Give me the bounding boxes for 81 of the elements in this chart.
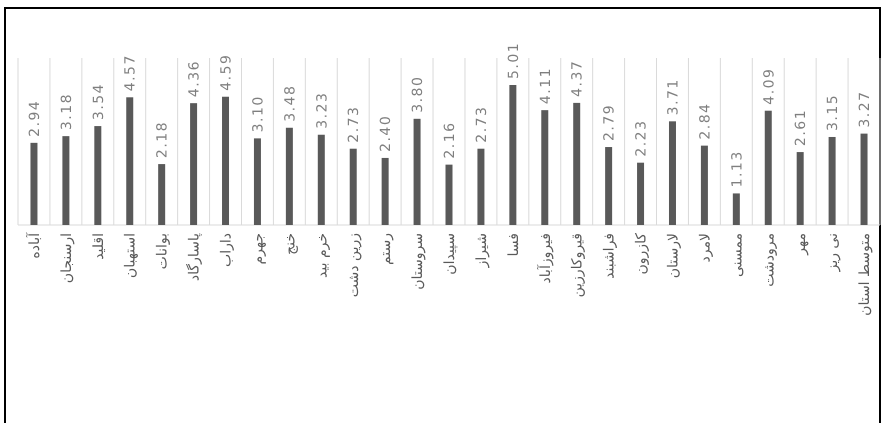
x-tick-label: سپیدان	[442, 233, 458, 275]
x-tick-label: فراشبند	[602, 233, 618, 279]
bar	[668, 121, 676, 225]
data-label: 2.16	[442, 121, 458, 159]
bar	[318, 134, 325, 225]
x-tick-label: لامرد	[697, 233, 714, 262]
x-tick-label: مهر	[793, 233, 810, 256]
data-label: 2.79	[602, 104, 618, 142]
bar	[94, 126, 102, 225]
x-tick-label: فیروزآباد	[536, 233, 554, 284]
data-label: 3.15	[825, 94, 842, 131]
x-tick-label: سروستان	[410, 233, 426, 290]
bar	[190, 103, 198, 225]
data-label: 3.18	[58, 92, 75, 130]
x-tick-label: آباده	[24, 232, 43, 259]
x-tick-label: بوانات	[154, 233, 171, 270]
bar	[62, 136, 70, 225]
bar	[350, 148, 357, 225]
bar	[222, 96, 230, 225]
data-label: 2.23	[634, 120, 650, 157]
data-label: 3.27	[857, 90, 874, 128]
data-label: 1.13	[729, 150, 746, 188]
bar	[573, 102, 580, 225]
data-label: 2.18	[154, 120, 171, 158]
x-tick-label: پاسارگاد	[186, 232, 203, 282]
x-tick-label: خنج	[282, 233, 298, 255]
data-label: 3.80	[410, 76, 426, 113]
data-label: 3.54	[90, 82, 107, 120]
x-tick-label: شیراز	[474, 233, 490, 268]
x-tick-label: اقلید	[90, 233, 107, 260]
data-label: 4.09	[761, 68, 778, 105]
data-label: 4.57	[122, 54, 139, 92]
bar	[700, 146, 708, 225]
x-tick-label: لارستان	[665, 233, 682, 278]
data-label: 4.11	[538, 66, 554, 104]
x-tick-label: ارسنجان	[58, 233, 75, 284]
bar	[860, 134, 868, 225]
bar	[764, 110, 772, 225]
bar	[446, 164, 452, 225]
data-label: 2.94	[26, 100, 43, 137]
x-tick-label: متوسط استان	[857, 233, 874, 316]
data-label: 2.73	[474, 106, 490, 143]
x-tick-label: فسا	[506, 233, 522, 256]
bar	[382, 158, 389, 225]
bar	[541, 110, 548, 225]
bar	[509, 85, 516, 225]
x-tick-label: رستم	[378, 233, 394, 266]
data-label: 4.37	[570, 60, 586, 97]
x-tick-label: کازرون	[634, 232, 650, 274]
data-label: 3.10	[250, 95, 266, 132]
bar	[126, 97, 134, 225]
bar	[637, 162, 644, 225]
data-label: 3.71	[665, 78, 682, 116]
bar	[254, 138, 261, 225]
data-label: 3.48	[282, 84, 298, 122]
data-label: 4.36	[186, 60, 203, 98]
data-label: 4.59	[218, 54, 235, 91]
x-tick-label: نی ریز	[825, 233, 842, 272]
data-label: 2.61	[793, 108, 810, 146]
data-label: 5.01	[506, 42, 522, 79]
bar	[477, 148, 484, 225]
bar	[414, 118, 421, 225]
bar	[158, 164, 166, 225]
bar	[286, 128, 293, 225]
x-tick-label: استهبان	[122, 233, 139, 278]
x-tick-label: داراب	[218, 233, 235, 267]
x-tick-label: قیروکارزین	[570, 233, 586, 298]
bar	[30, 142, 38, 225]
bar	[828, 136, 836, 225]
bar	[732, 193, 740, 225]
data-label: 2.84	[697, 102, 714, 140]
x-tick-label: جهرم	[250, 233, 266, 264]
data-label: 2.40	[378, 114, 394, 152]
x-tick-label: مرودشت	[761, 233, 778, 287]
x-tick-label: ممسنی	[729, 233, 746, 277]
x-tick-label: خرم بید	[314, 233, 330, 278]
data-label: 3.23	[314, 92, 330, 129]
bar	[605, 147, 612, 225]
bar	[796, 152, 804, 225]
data-label: 2.73	[346, 106, 362, 143]
x-tick-label: زرین دشت	[346, 233, 362, 298]
